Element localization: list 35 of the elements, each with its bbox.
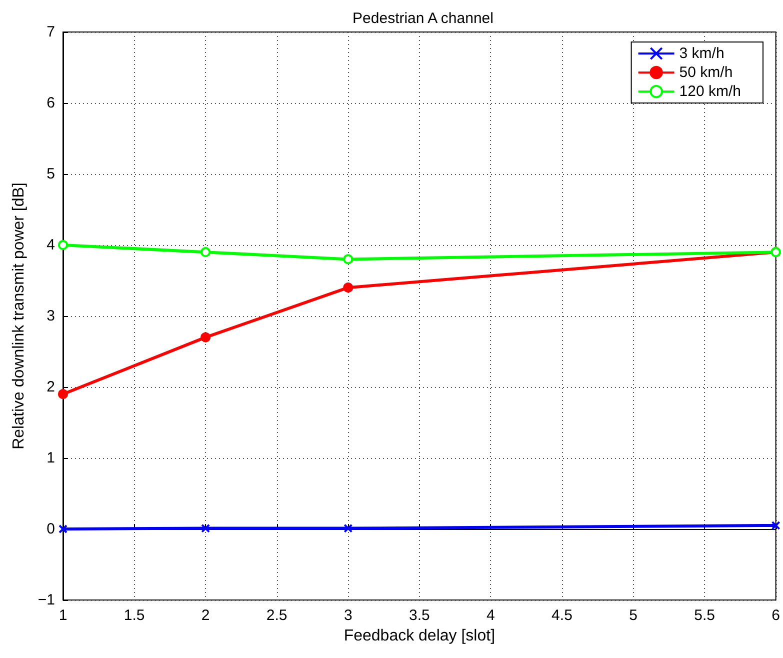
- y-tick-label: 3: [46, 308, 55, 324]
- y-tick-label: 5: [46, 166, 55, 182]
- x-tick-label: 6: [772, 607, 780, 624]
- y-tick-label: 4: [46, 236, 55, 254]
- y-axis-title: Relative downlink transmit power [dB]: [10, 182, 28, 450]
- point: [58, 524, 68, 534]
- point: [58, 389, 68, 400]
- point: [343, 254, 354, 264]
- y-tick-label: 2: [46, 378, 55, 396]
- x-axis-title: Feedback delay [slot]: [344, 627, 496, 644]
- x-tick-label: 4.5: [552, 607, 572, 624]
- x-tick-label: 1.5: [124, 607, 145, 624]
- x-tick-label: 2.5: [266, 607, 288, 624]
- x-tick-label: 4: [486, 607, 495, 624]
- legend-label: 120 km/h: [679, 83, 742, 100]
- x-tick-label: 2: [201, 607, 210, 624]
- legend-label: 3 km/h: [679, 45, 724, 62]
- y-tick-label: −1: [38, 592, 55, 608]
- y-tick-label: 7: [46, 24, 55, 40]
- x-tick-label: 1: [58, 607, 68, 624]
- x-tick-label: 5: [629, 607, 638, 624]
- x-tick-label: 3: [344, 607, 352, 624]
- point: [201, 524, 210, 533]
- x-tick-label: 3.5: [408, 607, 430, 624]
- point: [344, 524, 353, 533]
- chart-title: Pedestrian A channel: [352, 10, 494, 27]
- y-tick-label: 1: [46, 450, 55, 466]
- point: [200, 332, 211, 342]
- legend-label: 50 km/h: [679, 64, 733, 81]
- y-tick-label: 6: [46, 94, 55, 112]
- x-tick-label: 5.5: [694, 607, 715, 624]
- y-tick-label: 0: [46, 520, 55, 538]
- point: [343, 282, 354, 293]
- point: [200, 247, 211, 258]
- point: [58, 240, 68, 250]
